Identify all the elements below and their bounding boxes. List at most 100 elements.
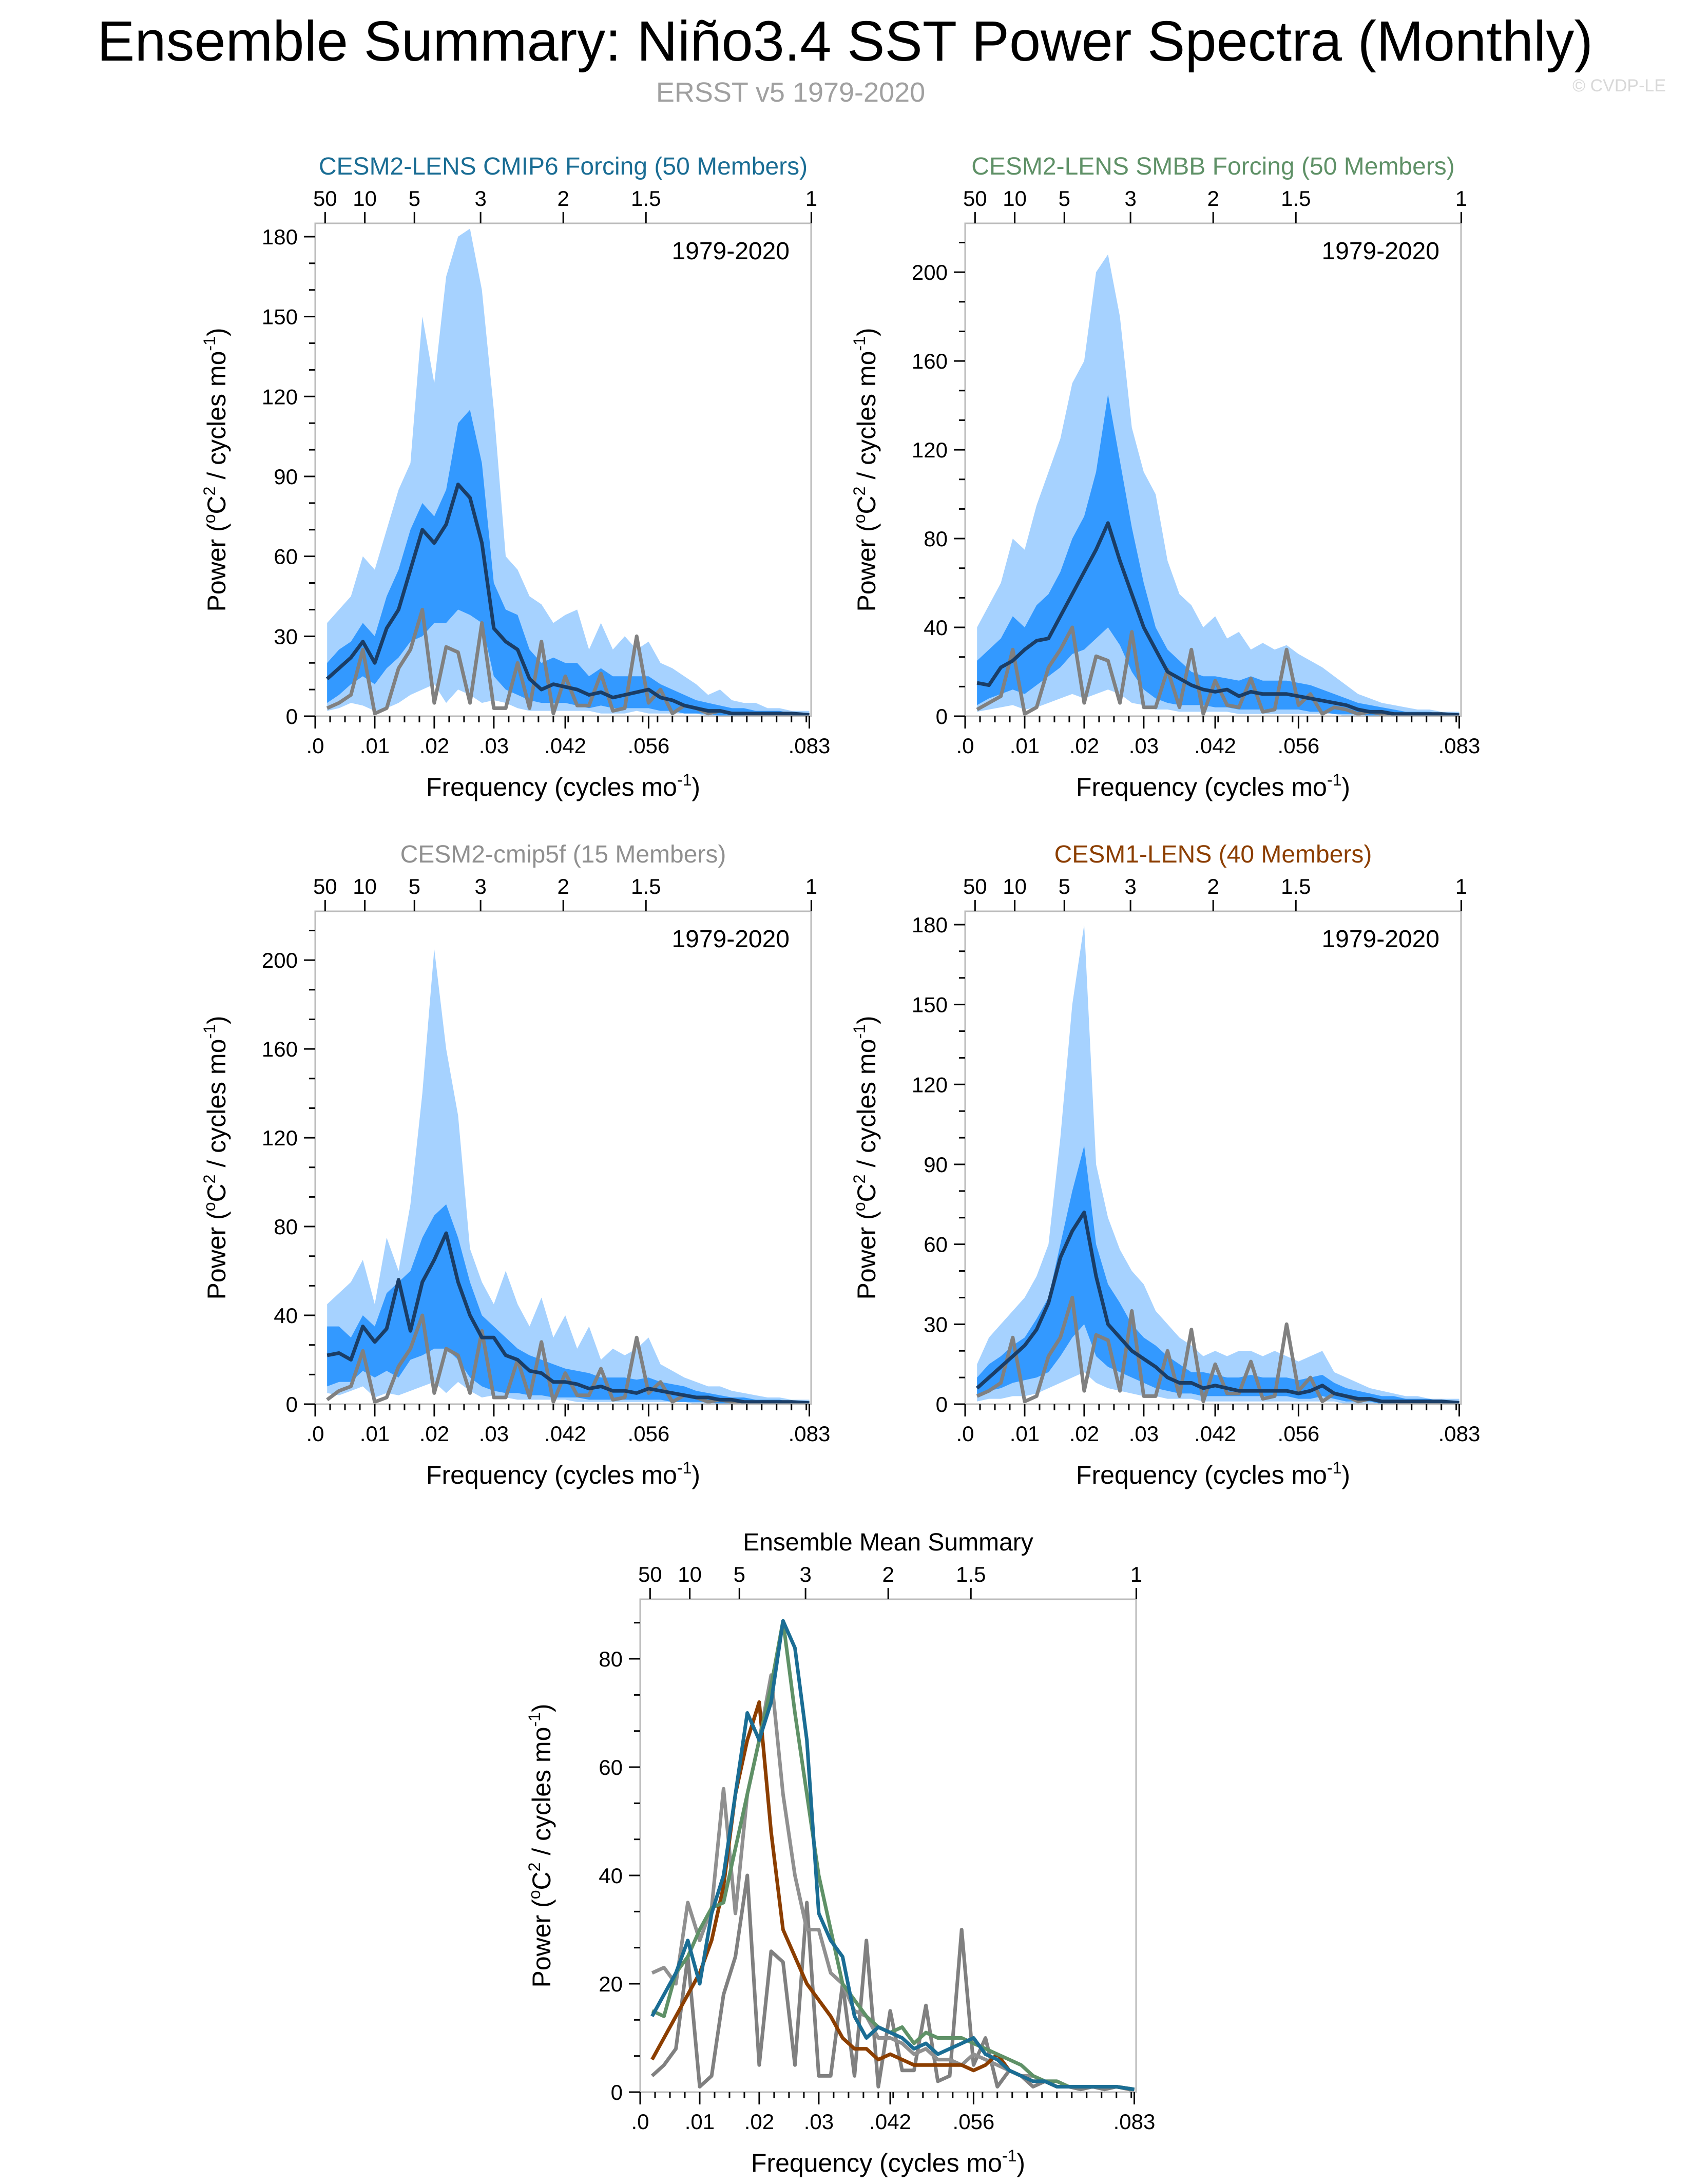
y-tick-label: 30 <box>924 1312 948 1336</box>
x-tick-label: .083 <box>1438 734 1481 758</box>
y-tick-label: 40 <box>599 1864 623 1888</box>
y-tick-label: 40 <box>274 1304 298 1328</box>
y-tick-label: 0 <box>936 704 948 729</box>
x-tick-label: .056 <box>953 2110 995 2134</box>
x-tick-label: .02 <box>744 2110 774 2134</box>
x-tick-label: .0 <box>956 1422 974 1446</box>
top-tick-label: 3 <box>1124 874 1136 898</box>
period-label: 1979-2020 <box>671 926 790 953</box>
y-tick-label: 80 <box>599 1647 623 1671</box>
x-tick-label: .083 <box>789 734 831 758</box>
y-tick-label: 80 <box>274 1215 298 1239</box>
panel-title: CESM2-cmip5f (15 Members) <box>400 841 726 868</box>
y-tick-label: 120 <box>912 1072 948 1097</box>
top-tick-label: 50 <box>638 1562 662 1586</box>
x-axis-label: Frequency (cycles mo-1) <box>1076 771 1350 801</box>
top-tick-label: 2 <box>1207 874 1219 898</box>
x-tick-label: .02 <box>419 734 449 758</box>
x-tick-label: .03 <box>1129 734 1159 758</box>
x-tick-label: .042 <box>869 2110 911 2134</box>
y-tick-label: 60 <box>274 545 298 569</box>
y-tick-label: 60 <box>599 1755 623 1779</box>
x-tick-label: .056 <box>1278 734 1320 758</box>
x-tick-label: .0 <box>631 2110 649 2134</box>
chart-panel-4: 0306090120150180.0.01.02.03.042.056.0835… <box>850 841 1480 1489</box>
x-tick-label: .01 <box>1010 1422 1040 1446</box>
panel-title: Ensemble Mean Summary <box>743 1529 1033 1556</box>
y-axis-label: Power (oC2 / cycles mo-1) <box>200 1016 231 1299</box>
x-axis-label: Frequency (cycles mo-1) <box>426 771 700 801</box>
y-tick-label: 80 <box>924 527 948 551</box>
x-tick-label: .056 <box>628 1422 670 1446</box>
top-tick-label: 50 <box>963 874 987 898</box>
y-tick-label: 200 <box>912 260 948 284</box>
y-tick-label: 0 <box>936 1392 948 1416</box>
inner-spread-band <box>327 1204 810 1404</box>
figure-subtitle: ERSST v5 1979-2020 <box>656 77 925 108</box>
y-tick-label: 120 <box>262 385 298 409</box>
top-tick-label: 3 <box>474 186 486 210</box>
x-tick-label: .0 <box>306 734 324 758</box>
top-tick-label: 5 <box>409 874 420 898</box>
top-tick-label: 1.5 <box>956 1562 986 1586</box>
figure-title: Ensemble Summary: Niño3.4 SST Power Spec… <box>97 10 1593 73</box>
top-tick-label: 50 <box>963 186 987 210</box>
top-tick-label: 1.5 <box>631 874 661 898</box>
series-line-cesm2-lens-cmip6-forcing <box>650 1619 1135 2092</box>
y-tick-label: 150 <box>912 993 948 1017</box>
period-label: 1979-2020 <box>1321 238 1439 265</box>
ensemble-mean-line <box>327 1231 810 1405</box>
y-axis-label: Power (oC2 / cycles mo-1) <box>525 1703 556 1987</box>
x-axis-label: Frequency (cycles mo-1) <box>751 2147 1025 2177</box>
x-tick-label: .042 <box>1194 734 1236 758</box>
x-tick-label: .02 <box>1069 734 1099 758</box>
top-tick-label: 1 <box>805 874 817 898</box>
y-tick-label: 90 <box>924 1153 948 1177</box>
y-tick-label: 180 <box>912 913 948 937</box>
top-tick-label: 10 <box>1003 186 1027 210</box>
x-tick-label: .042 <box>544 734 586 758</box>
x-tick-label: .01 <box>360 734 390 758</box>
inner-spread-band <box>977 394 1459 716</box>
top-tick-label: 1 <box>1455 186 1467 210</box>
ensemble-mean-line <box>976 521 1459 717</box>
top-tick-label: 1 <box>1455 874 1467 898</box>
x-tick-label: .01 <box>1010 734 1040 758</box>
y-tick-label: 40 <box>924 616 948 640</box>
top-tick-label: 1.5 <box>631 186 661 210</box>
y-tick-label: 160 <box>912 349 948 373</box>
y-tick-label: 150 <box>262 305 298 329</box>
period-label: 1979-2020 <box>671 238 790 265</box>
top-tick-label: 1 <box>805 186 817 210</box>
x-tick-label: .02 <box>419 1422 449 1446</box>
y-tick-label: 120 <box>262 1126 298 1150</box>
period-label: 1979-2020 <box>1321 926 1439 953</box>
panel-title: CESM2-LENS CMIP6 Forcing (50 Members) <box>319 153 808 180</box>
x-tick-label: .083 <box>789 1422 831 1446</box>
x-tick-label: .03 <box>1129 1422 1159 1446</box>
top-tick-label: 5 <box>1059 186 1070 210</box>
y-tick-label: 0 <box>286 1392 298 1416</box>
chart-panel-5: 0 20 40 60 80 .0 .01 .02 .03 .042 .056 .083 50 10 5 3 2 1… <box>525 1529 1155 2177</box>
top-tick-label: 5 <box>409 186 420 210</box>
top-tick-label: 1 <box>1130 1562 1142 1586</box>
x-tick-label: .0 <box>306 1422 324 1446</box>
x-tick-label: .01 <box>685 2110 715 2134</box>
top-tick-label: 10 <box>1003 874 1027 898</box>
x-tick-label: .083 <box>1113 2110 1156 2134</box>
y-tick-label: 200 <box>262 948 298 972</box>
x-tick-label: .042 <box>544 1422 586 1446</box>
y-tick-label: 160 <box>262 1037 298 1061</box>
x-axis-label: Frequency (cycles mo-1) <box>1076 1459 1350 1489</box>
chart-panel-1: 0306090120150180.0.01.02.03.042.056.0835… <box>200 153 830 801</box>
chart-panel-2: 0 40 80 120 160 200 .0 .01 .02 .03 .042 .056 .083 50 1… <box>850 153 1480 801</box>
top-tick-label: 5 <box>1059 874 1070 898</box>
ensemble-mean-line <box>325 483 810 717</box>
x-tick-label: .056 <box>1278 1422 1320 1446</box>
panels-container: 0306090120150180.0.01.02.03.042.056.0835… <box>200 153 1480 2177</box>
y-tick-label: 30 <box>274 624 298 648</box>
series-line-ersst-v5 <box>650 1873 1135 2093</box>
y-tick-label: 60 <box>924 1233 948 1257</box>
top-tick-label: 5 <box>734 1562 745 1586</box>
